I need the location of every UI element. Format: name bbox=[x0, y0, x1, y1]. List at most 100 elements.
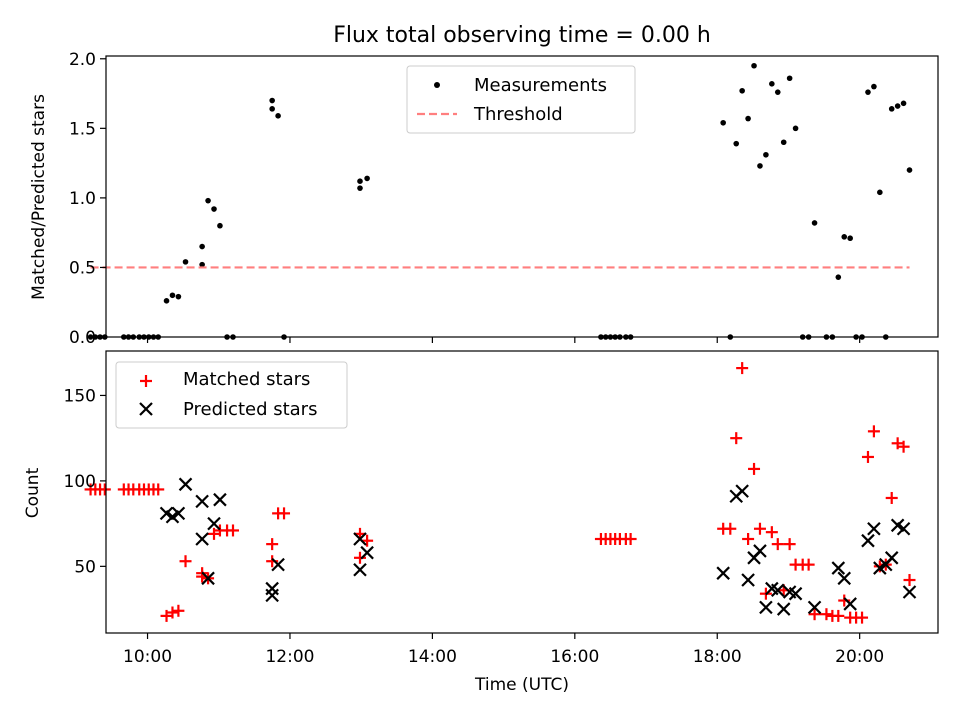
data-point-plus bbox=[802, 558, 815, 571]
data-point bbox=[906, 167, 913, 173]
x-tick-label: 14:00 bbox=[408, 647, 457, 667]
data-point-x bbox=[735, 484, 749, 498]
data-point bbox=[269, 106, 275, 112]
figure-title: Flux total observing time = 0.00 h bbox=[333, 23, 711, 48]
data-point-plus bbox=[179, 555, 192, 568]
data-point-x bbox=[353, 562, 367, 577]
data-point-x bbox=[716, 566, 730, 580]
data-point-x bbox=[843, 597, 857, 611]
data-point-x bbox=[195, 532, 209, 546]
data-point-plus bbox=[278, 507, 291, 520]
data-point-x bbox=[753, 544, 767, 558]
x-axis-label: Time (UTC) bbox=[474, 675, 569, 695]
data-point bbox=[865, 89, 871, 95]
data-point-x bbox=[776, 602, 791, 616]
data-point bbox=[835, 274, 842, 280]
y-tick-label: 1.0 bbox=[69, 189, 96, 209]
data-point bbox=[217, 222, 223, 229]
data-point bbox=[774, 89, 781, 95]
y-tick-label: 150 bbox=[64, 386, 96, 406]
data-point bbox=[792, 125, 799, 132]
data-point-plus bbox=[820, 608, 833, 621]
data-point bbox=[205, 197, 211, 204]
data-point-plus bbox=[765, 526, 778, 539]
data-point-x bbox=[770, 583, 785, 598]
data-point-x bbox=[178, 477, 193, 492]
legend-marker-predicted-stars bbox=[139, 402, 153, 416]
bottom-y-axis: 50 100 150 bbox=[64, 386, 106, 577]
data-point-plus bbox=[736, 362, 749, 375]
bottom-x-axis: 10:00 12:00 14:00 16:00 18:00 20:00 bbox=[123, 633, 884, 667]
data-point-x bbox=[265, 588, 279, 603]
data-point-plus bbox=[724, 522, 737, 535]
data-point-plus bbox=[885, 491, 898, 504]
series-predicted-stars bbox=[159, 477, 917, 616]
data-point-x bbox=[759, 600, 773, 615]
data-point-x bbox=[353, 532, 367, 546]
x-tick-label: 18:00 bbox=[693, 647, 742, 667]
data-point-plus bbox=[753, 522, 766, 535]
data-point bbox=[847, 235, 853, 242]
x-tick-label: 12:00 bbox=[265, 647, 314, 667]
data-point-x bbox=[741, 573, 755, 587]
x-tick-label: 20:00 bbox=[835, 647, 884, 667]
data-point bbox=[780, 139, 787, 146]
data-point-plus bbox=[172, 604, 185, 617]
data-point-x bbox=[837, 571, 852, 586]
data-point-plus bbox=[783, 538, 796, 551]
data-point-x bbox=[896, 521, 911, 536]
bottom-plot-frame bbox=[105, 350, 939, 634]
bottom-y-axis-label: Count bbox=[23, 467, 43, 518]
data-point-plus bbox=[903, 574, 916, 587]
data-point bbox=[163, 298, 170, 304]
data-point-plus bbox=[856, 611, 869, 624]
data-point bbox=[769, 81, 775, 87]
data-point-plus bbox=[742, 533, 755, 545]
legend-marker-matched-stars bbox=[140, 375, 152, 387]
data-point bbox=[211, 206, 217, 212]
data-point-x bbox=[360, 545, 374, 560]
data-point bbox=[175, 293, 182, 300]
y-tick-label: 50 bbox=[74, 557, 96, 577]
data-point bbox=[169, 292, 176, 299]
data-point bbox=[888, 106, 895, 112]
x-tick-label: 16:00 bbox=[550, 647, 599, 667]
data-point-plus bbox=[226, 524, 239, 537]
data-point-plus bbox=[624, 533, 637, 545]
top-x-tick-marks bbox=[146, 337, 861, 343]
data-point bbox=[811, 220, 818, 226]
data-point-x bbox=[867, 521, 881, 536]
data-point bbox=[275, 113, 281, 119]
data-point bbox=[900, 100, 907, 107]
bottom-legend-box bbox=[115, 361, 348, 429]
data-point bbox=[786, 75, 793, 82]
data-point bbox=[182, 259, 189, 265]
data-point-x bbox=[884, 551, 899, 565]
data-point-x bbox=[861, 533, 875, 548]
data-point bbox=[871, 83, 877, 90]
data-point-plus bbox=[832, 609, 845, 622]
data-point-plus bbox=[353, 551, 366, 564]
data-point bbox=[269, 97, 275, 104]
bottom-legend: Matched stars Predicted stars bbox=[115, 361, 348, 429]
legend-label-matched-stars: Matched stars bbox=[183, 369, 310, 390]
data-point-plus bbox=[266, 538, 279, 551]
data-point-x bbox=[902, 585, 917, 599]
top-panel: 0.00.51.01.52.0 Matched/Predicted stars … bbox=[29, 50, 939, 348]
bottom-plot-marks bbox=[84, 362, 917, 624]
data-point-plus bbox=[152, 483, 165, 496]
legend-marker-measurements bbox=[434, 82, 440, 88]
legend-label-measurements: Measurements bbox=[474, 75, 607, 96]
data-point-plus bbox=[808, 608, 821, 621]
data-point-x bbox=[195, 494, 209, 509]
data-point bbox=[92, 334, 99, 340]
data-point-x bbox=[788, 586, 803, 601]
data-point-x bbox=[207, 516, 221, 531]
data-point bbox=[199, 243, 205, 250]
data-point-plus bbox=[771, 538, 784, 551]
legend-label-threshold: Threshold bbox=[473, 104, 563, 125]
data-point-plus bbox=[748, 462, 761, 475]
top-plot-frame bbox=[105, 55, 939, 338]
